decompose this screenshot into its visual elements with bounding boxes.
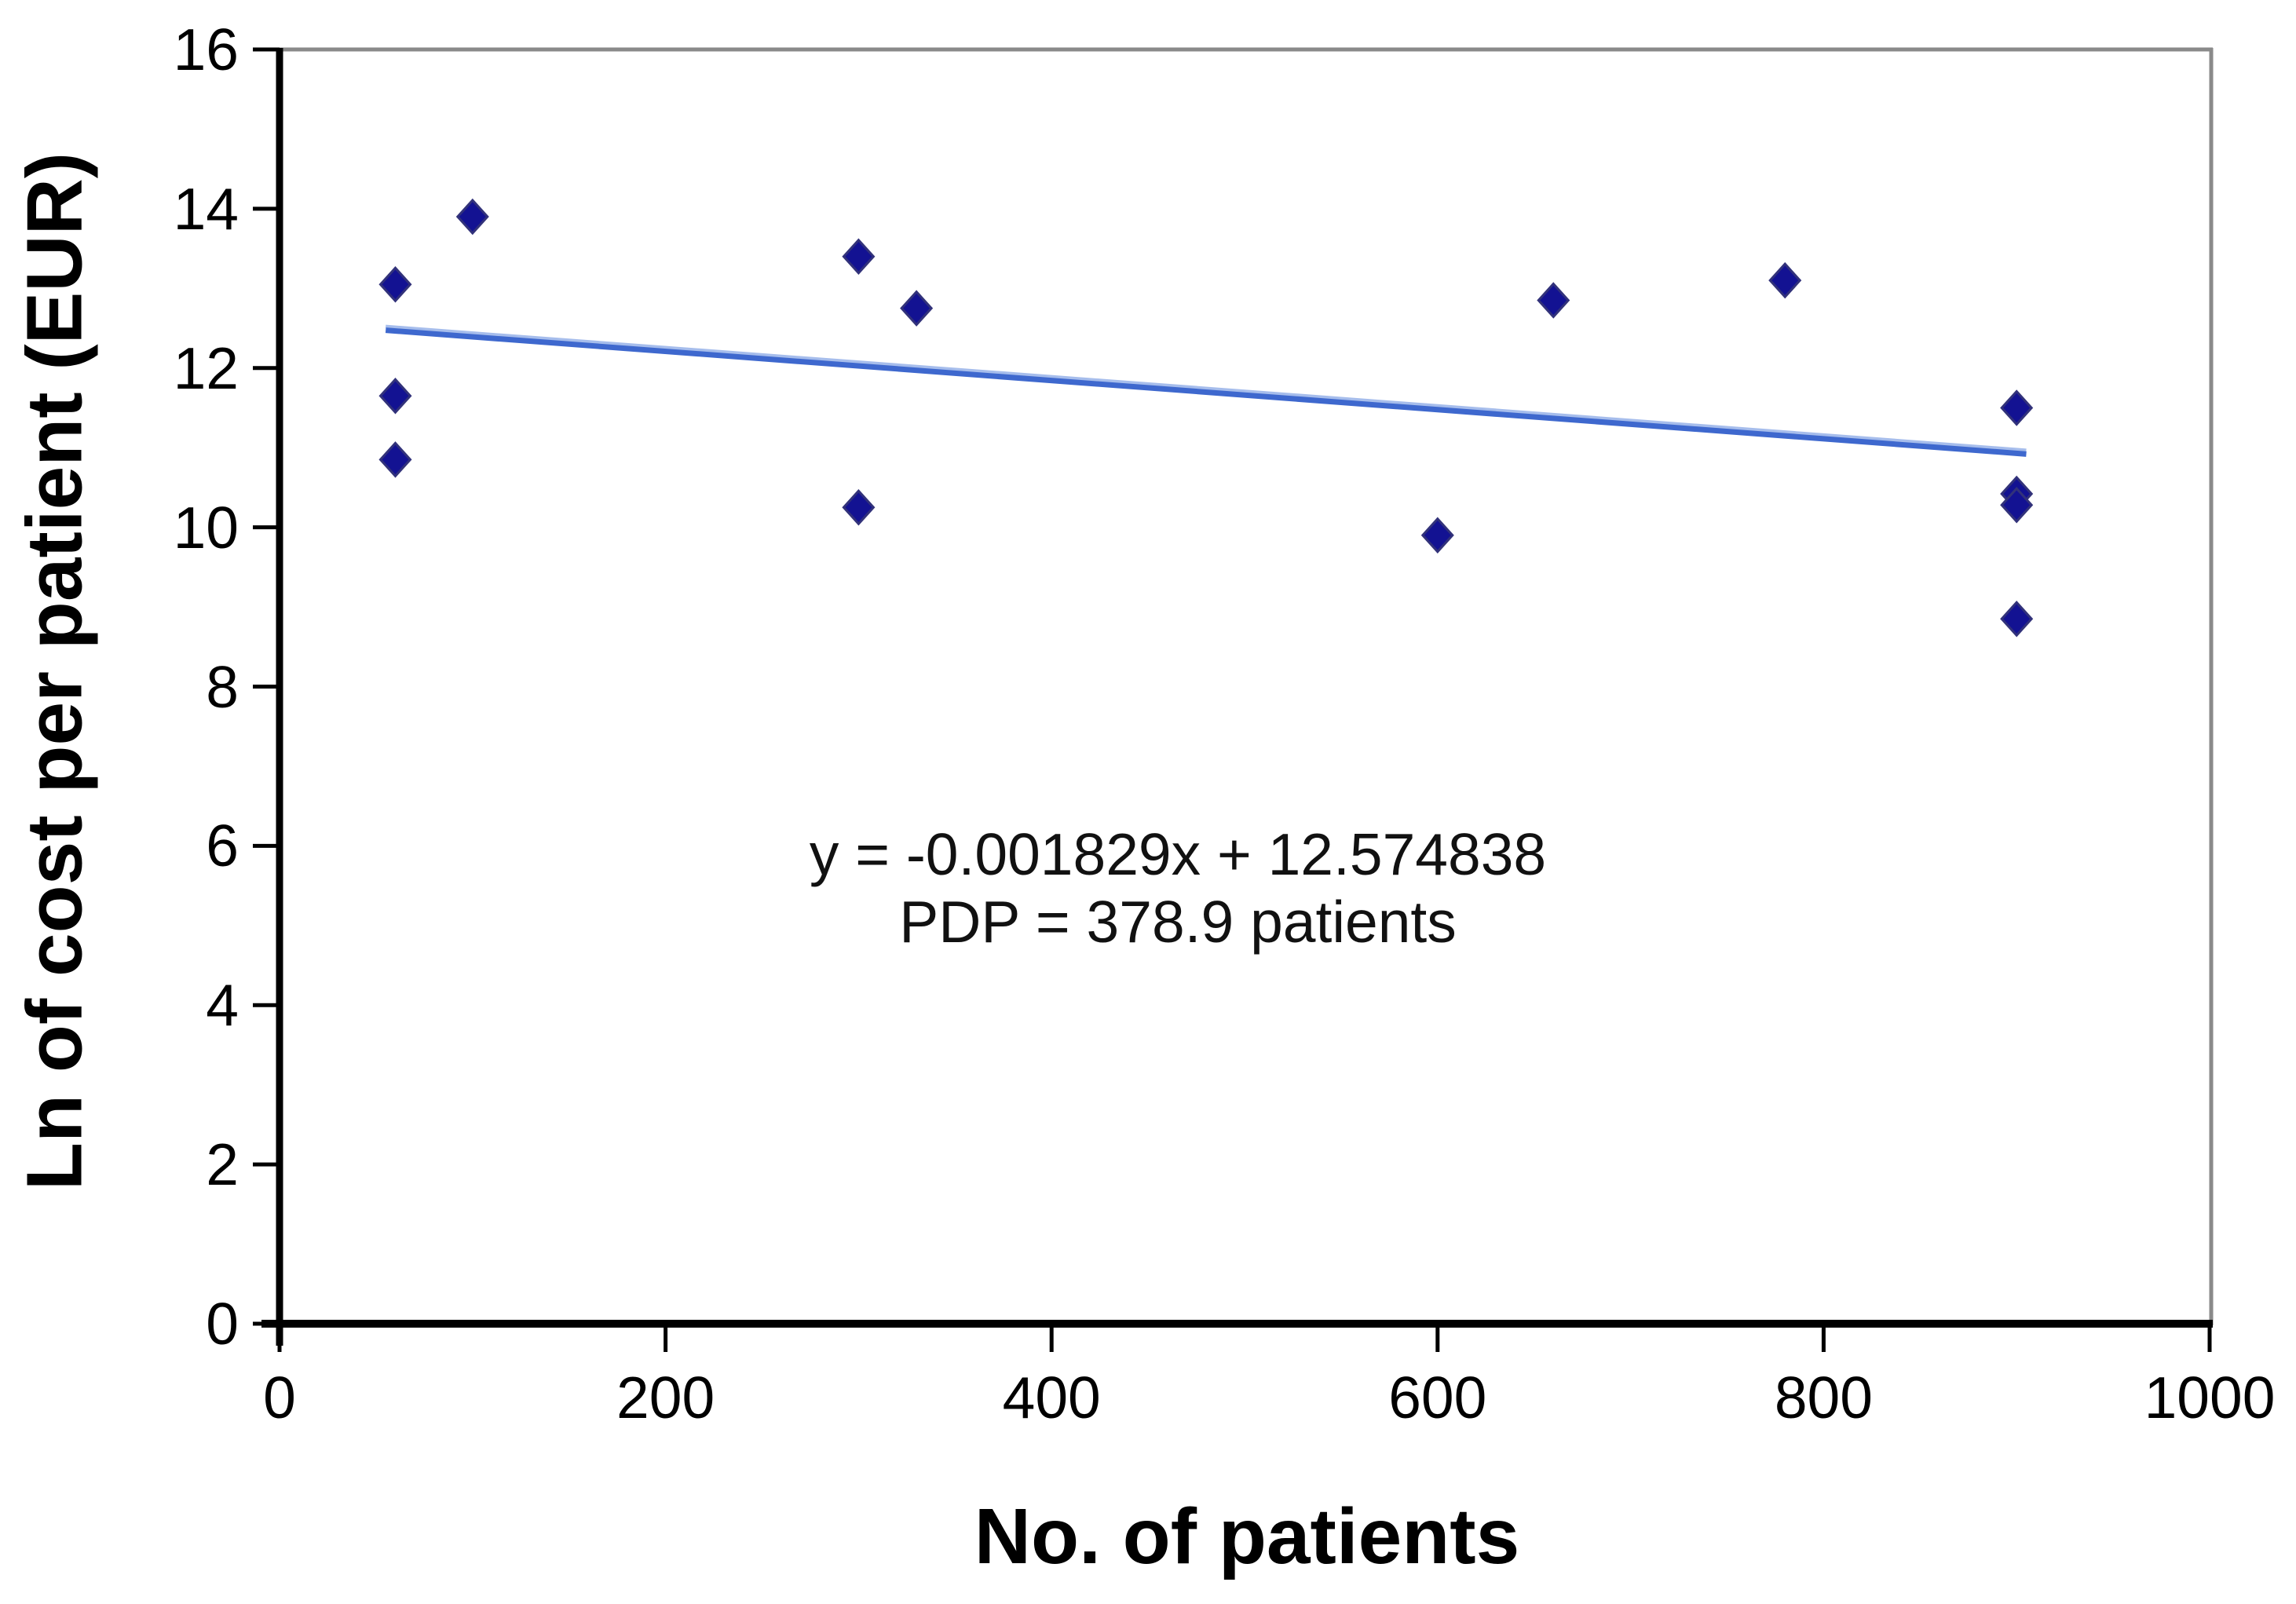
x-tick-label: 400 (1002, 1365, 1101, 1430)
x-tick-label: 200 (616, 1365, 715, 1430)
data-point-diamond (842, 489, 876, 526)
y-axis-tick-marks (253, 47, 280, 1326)
trendline-annotation: y = -0.001829x + 12.574838 PDP = 378.9 p… (810, 820, 1546, 955)
y-tick-label: 0 (206, 1291, 239, 1357)
pdp-annotation-text: PDP = 378.9 patients (899, 889, 1457, 955)
x-tick-label: 0 (263, 1365, 296, 1430)
data-point-diamond (378, 441, 412, 478)
data-point-diamond (378, 266, 412, 303)
y-tick-label: 14 (173, 175, 239, 242)
x-axis-tick-marks (277, 1328, 2212, 1352)
y-tick-label: 12 (173, 334, 239, 401)
x-axis-title: No. of patients (974, 1493, 1520, 1580)
data-point-diamond (900, 290, 934, 327)
data-point-diamond (2000, 486, 2034, 524)
data-point-diamond (1768, 261, 1802, 299)
data-point-diamond (842, 238, 876, 275)
y-tick-label: 4 (206, 972, 239, 1039)
x-tick-label: 800 (1774, 1365, 1873, 1430)
data-point-diamond (378, 378, 412, 415)
y-axis-title: Ln of cost per patient (EUR) (10, 152, 99, 1191)
data-point-diamond (455, 198, 489, 236)
y-tick-label: 8 (206, 653, 239, 720)
trendline-equation-text: y = -0.001829x + 12.574838 (809, 821, 1547, 887)
x-tick-label: 1000 (2144, 1365, 2276, 1430)
data-point-diamond (2000, 601, 2034, 638)
y-tick-label: 6 (206, 813, 239, 879)
trendline-highlight-edge (386, 324, 2027, 452)
data-points (378, 198, 2034, 638)
y-tick-label: 2 (206, 1131, 239, 1198)
y-tick-label: 10 (173, 494, 239, 561)
trendline-line (385, 327, 2027, 457)
data-point-diamond (1420, 517, 1454, 554)
data-point-diamond (1537, 282, 1570, 319)
data-point-diamond (2000, 389, 2034, 426)
trendline (385, 324, 2027, 457)
y-tick-label: 16 (173, 16, 239, 82)
x-tick-label: 600 (1388, 1365, 1487, 1430)
